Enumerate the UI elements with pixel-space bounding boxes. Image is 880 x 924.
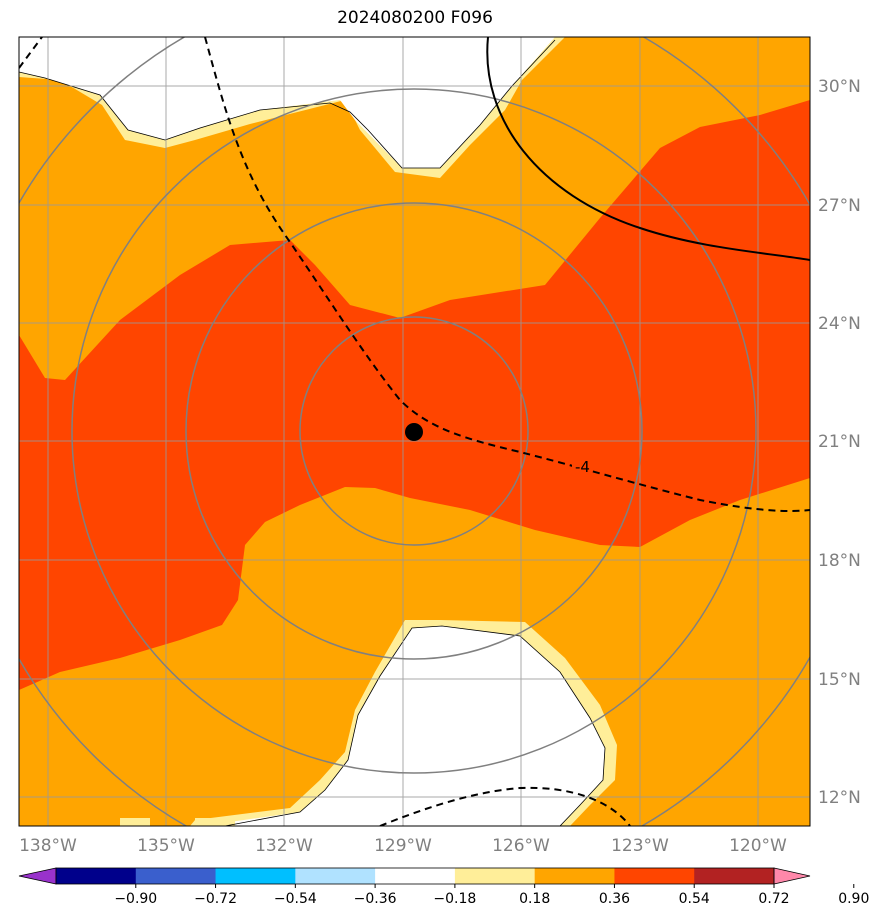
contour-label: -4: [575, 458, 590, 476]
lon-label: 123°W: [611, 836, 669, 856]
contour-dashed-top-left: [19, 37, 43, 69]
colorbar-swatch: [454, 868, 536, 884]
colorbar-swatch: [56, 868, 137, 884]
band-018-036-patch-1: [120, 818, 150, 826]
lat-label: 21°N: [818, 432, 861, 452]
colorbar-tick-label: 0.36: [599, 891, 630, 907]
gridlines: [19, 37, 810, 826]
outline-top-left: [19, 39, 556, 169]
contour-dashed-main: [204, 37, 810, 512]
colorbar-extension-low: [18, 867, 57, 885]
lat-label: 27°N: [818, 196, 861, 216]
colorbar-tick-label: −0.72: [194, 891, 237, 907]
map-frame: [18, 36, 811, 827]
lat-label: 12°N: [818, 788, 861, 808]
colorbar-swatch: [375, 868, 456, 884]
map-title: 2024080200 F096: [337, 8, 493, 28]
range-ring-2: [185, 202, 643, 660]
colorbar-tick-label: 0.54: [679, 891, 710, 907]
lon-label: 129°W: [374, 836, 432, 856]
lon-label: 120°W: [729, 836, 787, 856]
colorbar: −0.90 −0.72 −0.54 −0.36 −0.18 0.18 0.36 0.54 0.7…: [18, 867, 869, 907]
colorbar-tick-label: −0.18: [433, 891, 476, 907]
outline-bottom: [224, 625, 606, 826]
lon-label: 126°W: [492, 836, 550, 856]
colorbar-tick-label: 0.72: [758, 891, 789, 907]
neutral-region-top-left: [19, 37, 555, 168]
lon-label: 135°W: [137, 836, 195, 856]
colorbar-swatch: [534, 868, 615, 884]
colorbar-swatch: [614, 868, 695, 884]
colorbar-swatch: [694, 868, 775, 884]
colorbar-tick-label: −0.90: [114, 891, 157, 907]
colorbar-tick-label: −0.36: [354, 891, 397, 907]
colorbar-tick-label: −0.54: [274, 891, 317, 907]
colorbar-tick-label: 0.90: [838, 891, 869, 907]
lon-label: 132°W: [255, 836, 313, 856]
neutral-region-bottom: [225, 626, 605, 826]
map-plot-area: [19, 37, 810, 826]
lat-label: 24°N: [818, 314, 861, 334]
lat-label: 18°N: [818, 551, 861, 571]
lat-label: 15°N: [818, 670, 861, 690]
colorbar-swatch: [215, 868, 296, 884]
colorbar-swatch: [295, 868, 376, 884]
range-ring-3: [71, 88, 757, 774]
lat-label: 30°N: [818, 77, 861, 97]
contour-solid-top-right: [486, 37, 810, 261]
contour-label-bg: [572, 457, 590, 475]
band-018-036-patch-2: [195, 818, 235, 826]
colorbar-tick-label: 0.18: [519, 891, 550, 907]
contour-dashed-bottom: [379, 786, 631, 826]
range-rings: [19, 37, 810, 826]
range-ring-1: [299, 316, 529, 546]
longitude-labels: 138°W 135°W 132°W 129°W 126°W 123°W 120°…: [19, 836, 787, 856]
colorbar-extension-high: [773, 867, 811, 885]
storm-center-marker: [405, 423, 423, 441]
colorbar-frame: [55, 867, 775, 885]
latitude-labels: 30°N 27°N 24°N 21°N 18°N 15°N 12°N: [818, 77, 861, 808]
colorbar-swatch: [135, 868, 217, 884]
lon-label: 138°W: [19, 836, 77, 856]
